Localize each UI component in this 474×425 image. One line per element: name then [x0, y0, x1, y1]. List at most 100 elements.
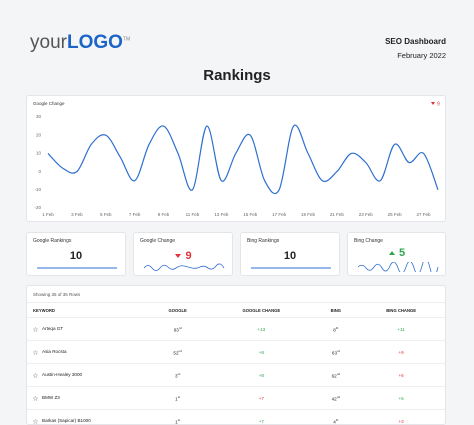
x-tick-label: 27 Feb — [417, 212, 432, 217]
keyword-cell: Barkas (Sapicar) B1000 — [27, 410, 147, 425]
star-icon — [33, 418, 42, 423]
logo-mark: TM — [123, 37, 130, 43]
logo-bold: LOGO — [67, 32, 123, 53]
line-series — [48, 125, 438, 193]
page-title: Rankings — [0, 67, 474, 84]
google-rank-cell: 3rd — [147, 364, 208, 387]
google-change: +7 — [208, 410, 314, 425]
x-tick-label: 9 Feb — [158, 212, 170, 217]
keyword: Austin-Healey 3000 — [42, 372, 82, 377]
chart-badge: 9 — [437, 101, 440, 107]
google-rank-cell: 63rd — [147, 318, 208, 341]
kpi-title: Bing Rankings — [247, 238, 279, 244]
kpi-value: 5 — [399, 247, 405, 259]
x-tick-label: 25 Feb — [388, 212, 403, 217]
google-change: +8 — [208, 364, 314, 387]
y-tick-label: 0 — [38, 169, 41, 174]
column-header: KEYWORD — [27, 303, 147, 318]
bing-change: +5 — [357, 387, 445, 410]
sparkline — [358, 262, 440, 272]
kpi-card: Bing Change 5 — [347, 232, 446, 276]
keyword-cell: Austin-Healey 3000 — [27, 364, 147, 387]
logo-light: your — [30, 32, 67, 53]
y-tick-label: 30 — [36, 114, 42, 119]
keyword: Asia Rocsta — [42, 349, 67, 354]
google-rank-cell: 52nd — [147, 341, 208, 364]
kpi-title: Bing Change — [354, 238, 383, 244]
x-tick-label: 1 Feb — [42, 212, 54, 217]
keyword: Barkas (Sapicar) B1000 — [42, 418, 91, 423]
google-change: +8 — [208, 341, 314, 364]
bing-change: +6 — [357, 364, 445, 387]
google-rank-suffix: rd — [178, 372, 181, 376]
bing-rank-cell: 42nd — [314, 387, 357, 410]
down-arrow-icon — [174, 252, 182, 260]
logo: yourLOGOTM — [30, 32, 130, 54]
bing-rank-cell: 8th — [314, 318, 357, 341]
kpi-title: Google Rankings — [33, 238, 71, 244]
star-icon — [33, 349, 42, 354]
kpi-card: Bing Rankings 10 — [240, 232, 340, 276]
kpi-title: Google Change — [140, 238, 175, 244]
up-arrow-icon — [388, 249, 396, 257]
bing-rank-cell: 4th — [314, 410, 357, 425]
kpi-value: 10 — [27, 250, 125, 262]
y-tick-label: -20 — [34, 205, 41, 210]
column-header: GOOGLE — [147, 303, 208, 318]
keyword-cell: Arteqa GT — [27, 318, 147, 341]
x-tick-label: 11 Feb — [186, 212, 200, 217]
x-tick-label: 19 Feb — [301, 212, 316, 217]
star-icon — [33, 326, 42, 331]
kpi-card: Google Change 9 — [133, 232, 233, 276]
x-tick-label: 23 Feb — [359, 212, 374, 217]
google-change: +13 — [208, 318, 314, 341]
keyword-cell: Asia Rocsta — [27, 341, 147, 364]
dashboard-title: SEO Dashboard — [385, 37, 446, 46]
chart-title: Google Change — [33, 101, 65, 106]
kpi-value: 9 — [185, 250, 191, 262]
keyword: Arteqa GT — [42, 326, 63, 331]
sparkline — [37, 266, 117, 270]
kpi-value: 10 — [241, 250, 339, 262]
star-icon — [33, 395, 42, 400]
x-tick-label: 3 Feb — [71, 212, 83, 217]
bing-rank-cell: 63rd — [314, 341, 357, 364]
bing-change: +3 — [357, 410, 445, 425]
bing-change: +9 — [357, 341, 445, 364]
bing-change: +11 — [357, 318, 445, 341]
kpi-value-row: 5 — [348, 247, 445, 259]
column-header: BING CHANGE — [357, 303, 445, 318]
y-tick-label: 10 — [36, 151, 42, 156]
bing-rank-suffix: rd — [337, 349, 340, 353]
google-change: +7 — [208, 387, 314, 410]
table-caption: Showing 35 of 35 Rows — [33, 292, 80, 297]
x-tick-label: 15 Feb — [243, 212, 258, 217]
x-tick-label: 17 Feb — [272, 212, 287, 217]
sparkline — [144, 262, 226, 272]
bing-rank-suffix: nd — [337, 395, 340, 399]
x-tick-label: 21 Feb — [330, 212, 345, 217]
bing-rank-cell: 62nd — [314, 364, 357, 387]
bing-rank-suffix: nd — [337, 372, 340, 376]
kpi-value-row: 9 — [134, 250, 232, 262]
bing-rank-suffix: th — [336, 326, 339, 330]
y-tick-label: 20 — [36, 132, 42, 137]
keyword-cell: BMW Z3 — [27, 387, 147, 410]
dashboard-date: February 2022 — [385, 51, 446, 60]
sparkline — [251, 266, 331, 270]
keyword: BMW Z3 — [42, 395, 60, 400]
x-tick-label: 13 Feb — [214, 212, 229, 217]
down-arrow-icon — [431, 102, 435, 105]
column-header: GOOGLE CHANGE — [208, 303, 314, 318]
